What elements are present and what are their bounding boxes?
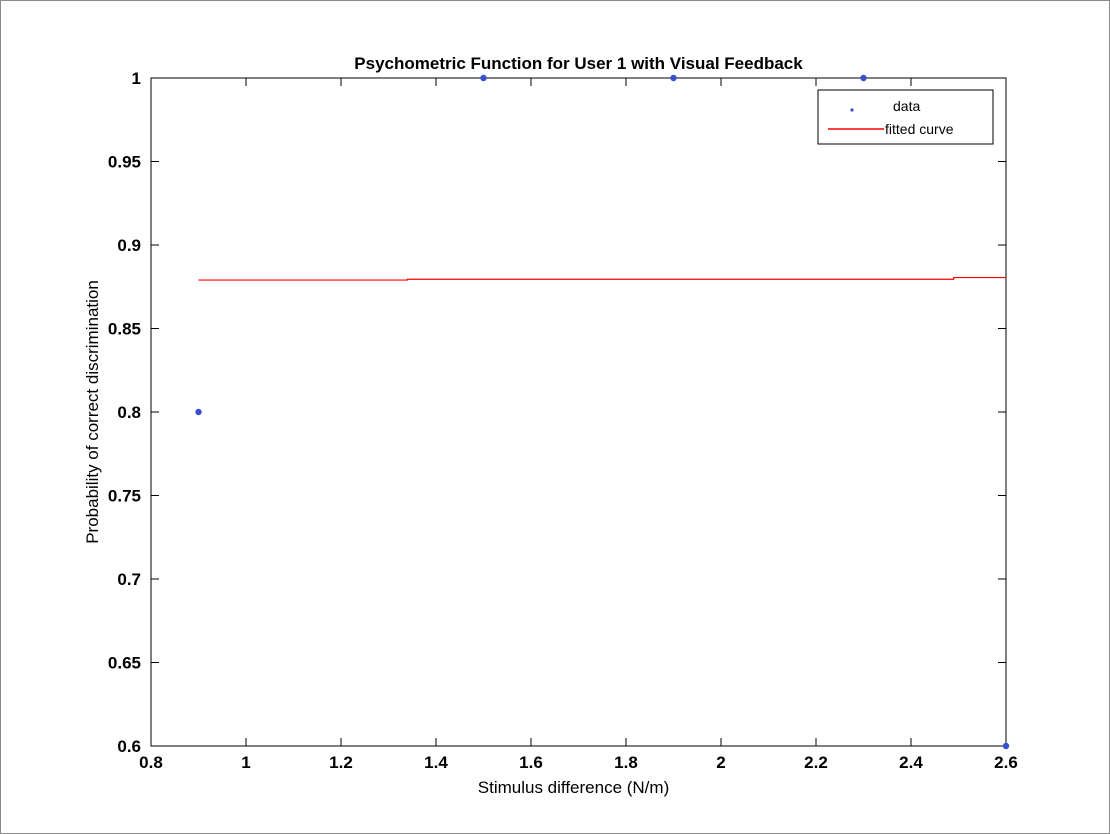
legend-fitted-curve-label: fitted curve [885,121,954,137]
y-tick-label: 0.85 [108,320,141,339]
y-axis-label: Probability of correct discrimination [83,280,102,544]
y-axis-ticks: 0.6 0.65 0.7 0.75 0.8 0.85 0.9 0.95 1 [108,69,1006,756]
fitted-curve-line [198,276,1006,281]
chart-title: Psychometric Function for User 1 with Vi… [354,54,803,73]
x-tick-label: 2.4 [899,753,923,772]
y-tick-label: 0.95 [108,153,141,172]
plot-area-border [150,77,1007,747]
x-tick-label: 1.8 [614,753,638,772]
x-axis-ticks: 0.8 1 1.2 1.4 1.6 1.8 2 2.2 2.4 2.6 [139,78,1018,772]
x-tick-label: 1.6 [519,753,543,772]
data-point [480,74,487,82]
x-tick-label: 1.2 [329,753,353,772]
data-point [860,74,867,82]
x-tick-label: 2.6 [994,753,1018,772]
data-point [195,408,202,416]
legend-box [817,89,994,145]
series-layer [195,74,1010,750]
data-point [1002,742,1010,750]
x-tick-label: 1.4 [424,753,448,772]
y-tick-label: 0.7 [117,570,141,589]
y-tick-label: 1 [132,69,141,88]
y-tick-label: 0.8 [117,403,141,422]
x-tick-label: 0.8 [139,753,163,772]
x-axis-label: Stimulus difference (N/m) [478,778,669,797]
y-tick-label: 0.9 [117,236,141,255]
data-point [670,74,677,82]
y-tick-label: 0.65 [108,654,141,673]
legend: data fitted curve [817,89,994,145]
x-tick-label: 2 [716,753,725,772]
y-tick-label: 0.75 [108,487,141,506]
legend-data-label: data [893,98,920,114]
legend-data-marker [850,108,854,112]
y-tick-label: 0.6 [117,737,141,756]
plot-area [150,77,1007,747]
x-tick-label: 1 [241,753,250,772]
x-tick-label: 2.2 [804,753,828,772]
